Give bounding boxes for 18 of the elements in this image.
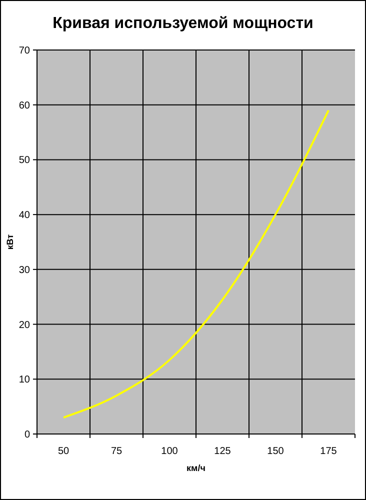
y-tick-label: 30 — [18, 264, 30, 276]
x-tick-label: 125 — [214, 446, 232, 457]
chart-title: Кривая используемой мощности — [52, 15, 314, 32]
x-tick-label: 50 — [58, 446, 70, 457]
x-tick-label: 150 — [267, 446, 284, 457]
y-tick-label: 10 — [18, 374, 30, 386]
y-axis-title: кВт — [5, 234, 15, 250]
y-tick-label: 0 — [24, 430, 30, 440]
line-series — [62, 109, 330, 419]
y-tick-label: 60 — [18, 100, 30, 112]
y-tick-label: 20 — [18, 320, 30, 331]
y-tick-label: 70 — [18, 46, 30, 56]
y-tick-label: 40 — [18, 210, 30, 222]
x-tick-label: 100 — [161, 446, 178, 457]
x-tick-label: 175 — [320, 446, 338, 457]
y-tick-label: 50 — [18, 155, 30, 166]
x-axis-title: км/ч — [186, 463, 206, 473]
x-tick-label: 75 — [110, 446, 122, 457]
